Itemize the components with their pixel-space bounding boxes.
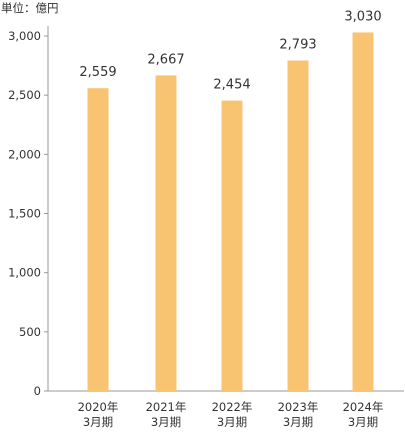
bar xyxy=(155,75,177,391)
y-tick-label: 0 xyxy=(34,384,41,398)
x-tick-label: 2021年 xyxy=(146,400,187,414)
x-tick-label: 2023年 xyxy=(278,400,319,414)
data-label: 2,454 xyxy=(213,78,250,93)
y-tick-label: 1,000 xyxy=(8,266,41,280)
bar xyxy=(287,60,309,392)
bar xyxy=(87,88,109,391)
x-tick-label-sub: 3月期 xyxy=(348,415,378,429)
bar xyxy=(221,100,243,392)
y-tick-label: 500 xyxy=(19,325,41,339)
data-label: 2,559 xyxy=(79,65,116,80)
x-tick-label: 2022年 xyxy=(212,400,253,414)
x-tick-label-sub: 3月期 xyxy=(83,415,113,429)
x-tick-label: 2020年 xyxy=(78,400,119,414)
bar xyxy=(352,32,374,391)
x-tick-label-sub: 3月期 xyxy=(283,415,313,429)
y-tick-label: 3,000 xyxy=(8,29,41,43)
y-tick-label: 1,500 xyxy=(8,207,41,221)
data-label: 3,030 xyxy=(344,9,381,24)
y-tick-label: 2,500 xyxy=(8,88,41,102)
y-tick-label: 2,000 xyxy=(8,147,41,161)
unit-label: 単位：億円 xyxy=(1,1,59,15)
x-tick-label: 2024年 xyxy=(343,400,384,414)
x-tick-label-sub: 3月期 xyxy=(151,415,181,429)
x-tick-label-sub: 3月期 xyxy=(217,415,247,429)
data-label: 2,793 xyxy=(279,37,316,52)
data-label: 2,667 xyxy=(147,52,184,67)
